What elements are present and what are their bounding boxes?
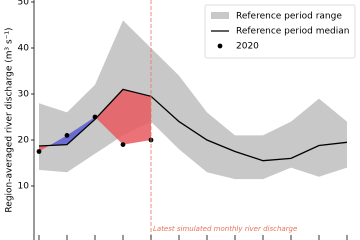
y-axis-label: Region-averaged river discharge (m³ s⁻¹) bbox=[5, 27, 15, 212]
legend: Reference period range Reference period m… bbox=[204, 4, 356, 59]
y-tick-label: 50 bbox=[18, 0, 30, 8]
obs-point bbox=[36, 149, 42, 154]
legend-swatch bbox=[211, 12, 229, 19]
difference-fill bbox=[39, 145, 50, 152]
obs-point bbox=[64, 133, 70, 138]
legend-swatch bbox=[217, 43, 223, 49]
range-band bbox=[39, 20, 347, 180]
difference-fill bbox=[123, 89, 151, 145]
median-line bbox=[38, 88, 348, 162]
y-tick-label: 30 bbox=[18, 90, 30, 100]
obs-point bbox=[92, 114, 98, 120]
legend-label: 2020 bbox=[236, 42, 259, 52]
y-tick-label: 10 bbox=[18, 182, 30, 192]
y-tick-label: 40 bbox=[18, 44, 30, 54]
legend-label: Reference period range bbox=[236, 12, 342, 22]
y-tick-label: 20 bbox=[18, 136, 30, 146]
obs-point bbox=[120, 142, 126, 148]
difference-fill bbox=[49, 135, 67, 146]
legend-label: Reference period median bbox=[236, 27, 349, 37]
legend-box bbox=[204, 4, 356, 59]
difference-fill bbox=[96, 89, 123, 145]
annotation: Latest simulated monthly river discharge bbox=[153, 225, 297, 233]
